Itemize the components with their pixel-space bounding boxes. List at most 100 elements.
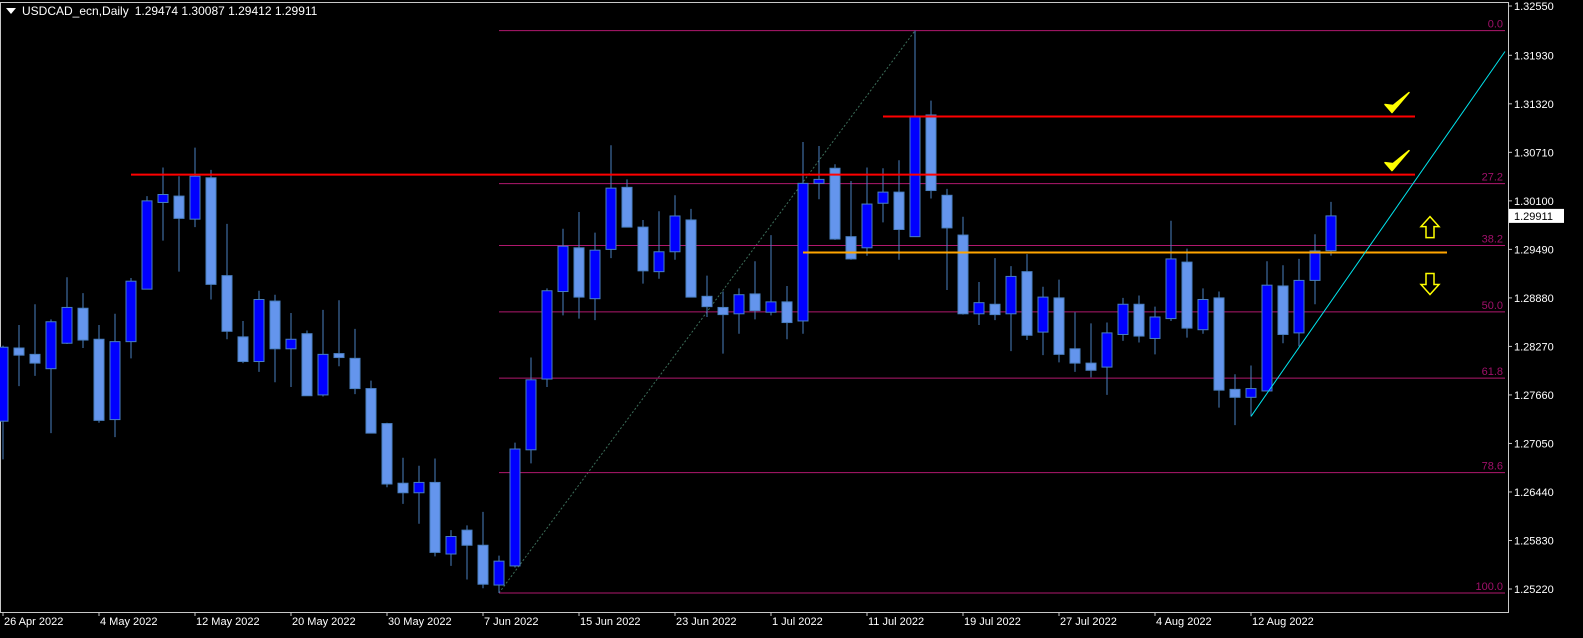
bull-candle xyxy=(861,203,873,249)
bull-candle xyxy=(733,294,745,315)
chart-header: USDCAD_ecn,Daily 1.29474 1.30087 1.29412… xyxy=(6,4,317,18)
bear-candle xyxy=(93,338,105,421)
bear-candle xyxy=(477,544,489,585)
bull-candle xyxy=(813,178,825,184)
bull-candle xyxy=(493,560,505,586)
bull-candle xyxy=(1149,316,1161,339)
bear-candle xyxy=(1069,348,1081,364)
bear-candle xyxy=(13,347,25,356)
bull-candle xyxy=(1165,258,1177,320)
check-mark-icon xyxy=(1384,91,1410,114)
bull-candle xyxy=(1197,298,1209,331)
x-tick-label: 4 Aug 2022 xyxy=(1156,616,1212,628)
y-tick-label: 1.27660 xyxy=(1514,390,1554,402)
bull-candle xyxy=(285,338,297,350)
x-tick-label: 27 Jul 2022 xyxy=(1060,616,1117,628)
y-tick-label: 1.25220 xyxy=(1514,584,1554,596)
ohlc-readout: 1.29474 1.30087 1.29412 1.29911 xyxy=(134,4,318,18)
y-tick-label: 1.31320 xyxy=(1514,99,1554,111)
bear-candle xyxy=(845,236,857,260)
bull-candle xyxy=(1245,388,1257,398)
fib-level-label: 100.0 xyxy=(1475,581,1503,593)
bear-candle xyxy=(221,275,233,332)
bear-candle xyxy=(685,219,697,298)
y-tick-label: 1.30100 xyxy=(1514,196,1554,208)
bear-candle xyxy=(1229,388,1241,398)
bull-candle xyxy=(1293,279,1305,334)
bear-candle xyxy=(573,247,585,298)
bear-candle xyxy=(349,357,361,390)
bear-candle xyxy=(621,186,633,228)
x-tick-label: 12 Aug 2022 xyxy=(1252,616,1314,628)
bull-candle xyxy=(653,251,665,273)
x-tick-label: 15 Jun 2022 xyxy=(580,616,641,628)
x-tick-label: 20 May 2022 xyxy=(292,616,356,628)
bear-candle xyxy=(637,226,649,272)
bear-candle xyxy=(301,333,313,397)
x-tick-label: 23 Jun 2022 xyxy=(676,616,737,628)
bull-candle xyxy=(525,379,537,451)
y-tick-label: 1.32550 xyxy=(1514,1,1554,13)
bull-candle xyxy=(605,187,617,250)
bear-candle xyxy=(461,529,473,546)
bull-candle xyxy=(669,215,681,253)
x-tick-label: 26 Apr 2022 xyxy=(4,616,63,628)
bear-candle xyxy=(397,482,409,494)
bull-candle xyxy=(317,353,329,396)
bull-candle xyxy=(1309,250,1321,281)
symbol-label: USDCAD_ecn,Daily xyxy=(22,4,129,18)
y-tick-label: 1.28880 xyxy=(1514,293,1554,305)
fib-level-label: 78.6 xyxy=(1482,461,1503,473)
bull-candle xyxy=(413,481,425,494)
bear-candle xyxy=(925,114,937,192)
check-mark-icon xyxy=(1384,149,1410,172)
bull-candle xyxy=(141,200,153,290)
x-tick-label: 7 Jun 2022 xyxy=(484,616,538,628)
bull-candle xyxy=(1101,332,1113,368)
bear-candle xyxy=(1133,303,1145,337)
bear-candle xyxy=(1181,261,1193,329)
y-tick-label: 1.26440 xyxy=(1514,487,1554,499)
y-tick-label: 1.28270 xyxy=(1514,341,1554,353)
bear-candle xyxy=(333,353,345,359)
bear-candle xyxy=(173,195,185,219)
bear-candle xyxy=(237,336,249,363)
bull-candle xyxy=(973,302,985,315)
x-tick-label: 1 Jul 2022 xyxy=(772,616,823,628)
bull-candle xyxy=(1261,284,1273,392)
bear-candle xyxy=(717,306,729,316)
bull-candle xyxy=(189,175,201,220)
bear-candle xyxy=(1213,297,1225,391)
x-tick-label: 30 May 2022 xyxy=(388,616,452,628)
triangle-down-icon[interactable] xyxy=(6,8,16,14)
bull-candle xyxy=(541,290,553,380)
bull-candle xyxy=(765,301,777,313)
bull-candle xyxy=(1117,303,1129,335)
bull-candle xyxy=(445,536,457,555)
x-tick-label: 19 Jul 2022 xyxy=(964,616,1021,628)
bull-candle xyxy=(589,249,601,300)
y-tick-label: 1.27050 xyxy=(1514,438,1554,450)
bull-candle xyxy=(1037,296,1049,333)
x-tick-label: 4 May 2022 xyxy=(100,616,157,628)
bear-candle xyxy=(365,388,377,434)
fib-level-label: 50.0 xyxy=(1482,300,1503,312)
y-tick-label: 1.30710 xyxy=(1514,147,1554,159)
bull-candle xyxy=(1005,275,1017,315)
bear-candle xyxy=(29,353,41,364)
bull-candle xyxy=(45,321,57,370)
bear-candle xyxy=(957,234,969,315)
trend-line xyxy=(1250,51,1506,417)
bear-candle xyxy=(1053,297,1065,355)
y-tick-label: 1.29490 xyxy=(1514,244,1554,256)
fib-level-label: 61.8 xyxy=(1482,366,1503,378)
bull-candle xyxy=(125,280,137,343)
bear-candle xyxy=(829,167,841,240)
y-tick-label: 1.25830 xyxy=(1514,535,1554,547)
chart-frame xyxy=(0,2,1509,613)
bull-candle xyxy=(909,116,921,238)
current-price-label: 1.29911 xyxy=(1514,211,1553,223)
bear-candle xyxy=(1277,285,1289,335)
x-tick-label: 11 Jul 2022 xyxy=(868,616,924,628)
